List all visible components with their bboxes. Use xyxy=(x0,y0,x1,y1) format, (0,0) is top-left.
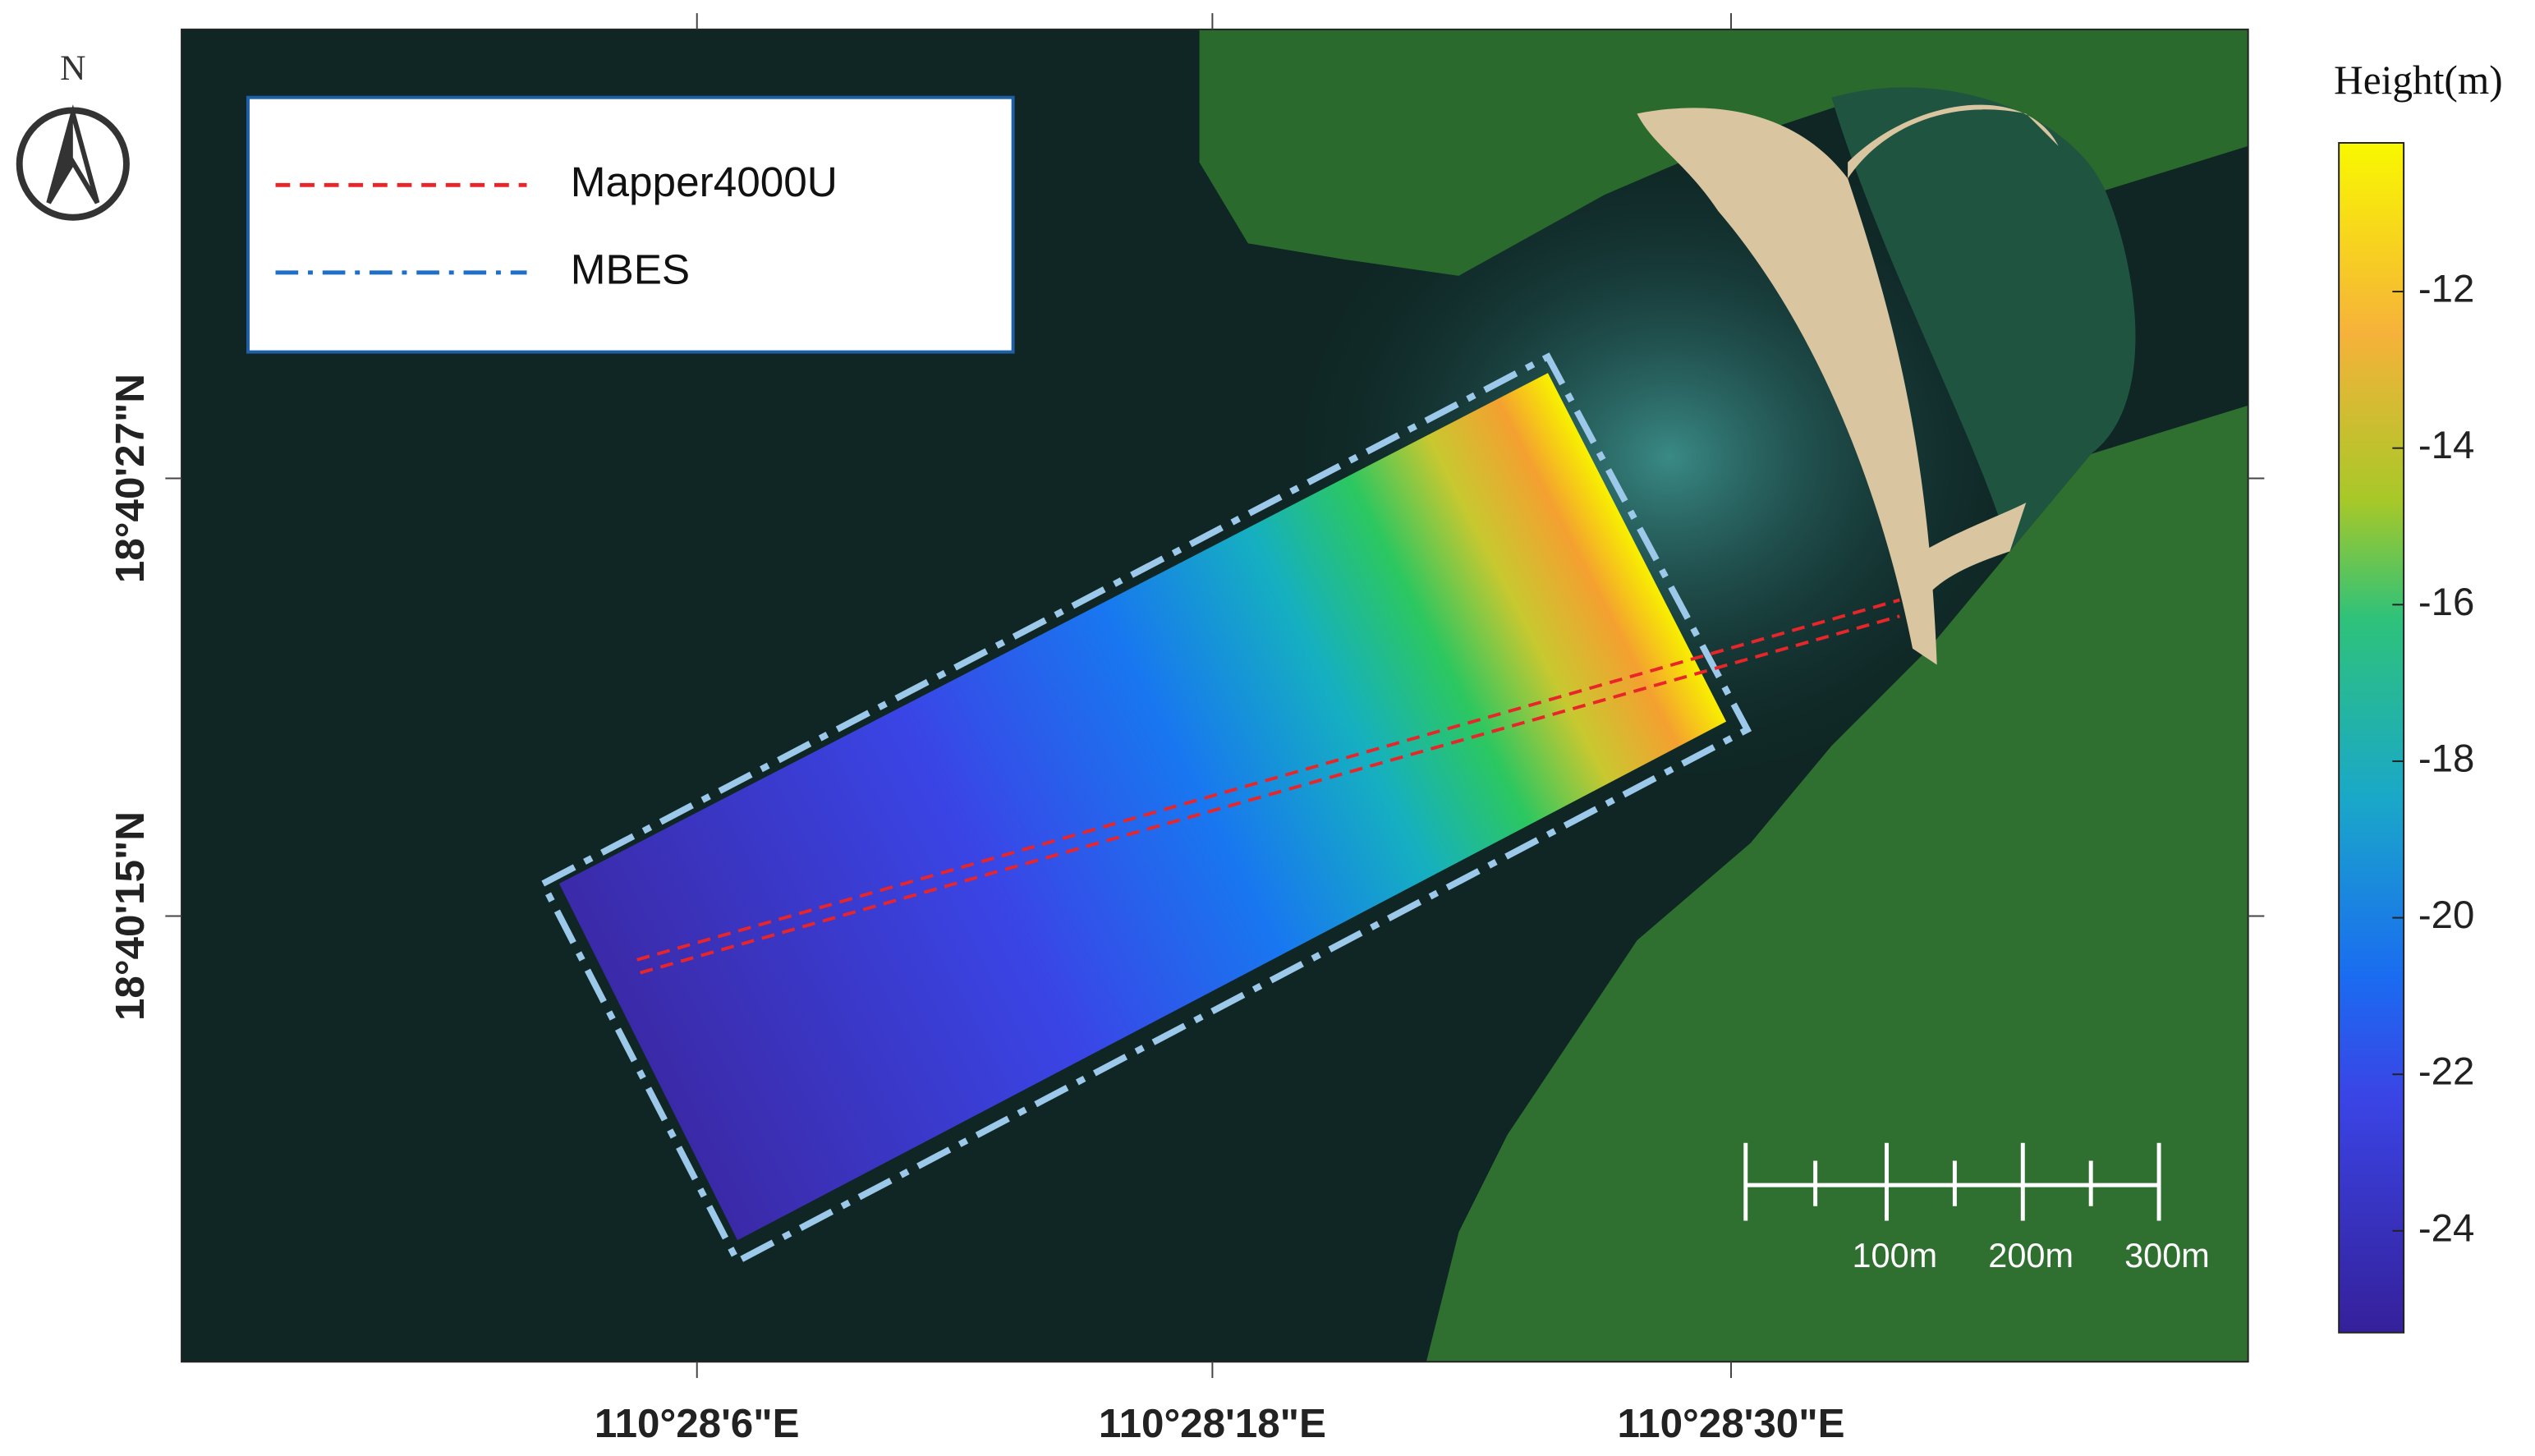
map-frame xyxy=(181,28,2249,1363)
frame-ticks xyxy=(165,13,2265,1378)
colorbar-tick-label: -20 xyxy=(2418,893,2474,937)
colorbar-title: Height(m) xyxy=(2334,57,2502,103)
colorbar-tick-label: -12 xyxy=(2418,268,2474,311)
latitude-label: 18°40'15"N xyxy=(108,811,153,1021)
scale-bar-label: 100m xyxy=(1853,1236,1938,1275)
scale-bar xyxy=(1743,1142,2161,1221)
north-arrow: N xyxy=(16,48,130,221)
colorbar-tick-label: -16 xyxy=(2418,581,2474,624)
colorbar-tick-label: -24 xyxy=(2418,1206,2474,1250)
longitude-label: 110°28'6"E xyxy=(595,1401,800,1446)
mapper-track xyxy=(636,598,1900,962)
legend: Mapper4000U MBES xyxy=(246,95,1015,354)
colorbar-ticks: -12 -14 -16 -18 -20 -22 -24 xyxy=(2392,268,2474,1250)
bathymetry-surface xyxy=(558,373,1727,1241)
longitude-label: 110°28'30"E xyxy=(1617,1401,1844,1446)
latitude-label: 18°40'27"N xyxy=(108,374,153,583)
colorbar-tick-label: -14 xyxy=(2418,424,2474,467)
mbes-outline xyxy=(538,352,1752,1266)
scale-bar-label: 300m xyxy=(2124,1236,2210,1275)
legend-label: MBES xyxy=(571,246,690,292)
longitude-label: 110°28'18"E xyxy=(1099,1401,1326,1446)
colorbar-tick-label: -18 xyxy=(2418,737,2474,780)
legend-label: Mapper4000U xyxy=(571,158,838,205)
scale-bar-label: 200m xyxy=(1988,1236,2073,1275)
colorbar-tick-label: -22 xyxy=(2418,1050,2474,1094)
colorbar xyxy=(2338,141,2405,1334)
north-label: N xyxy=(60,48,85,88)
mapper-track xyxy=(640,614,1900,975)
